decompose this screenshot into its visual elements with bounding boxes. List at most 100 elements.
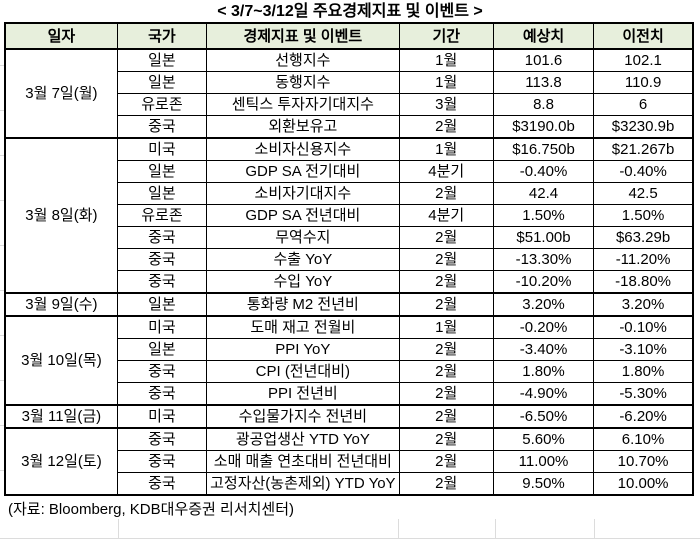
forecast-cell[interactable]: -6.50% bbox=[492, 404, 595, 429]
forecast-cell[interactable]: $16.750b bbox=[492, 137, 595, 161]
period-cell[interactable]: 2월 bbox=[398, 226, 494, 249]
column-header-period[interactable]: 기간 bbox=[398, 22, 494, 50]
period-cell[interactable]: 2월 bbox=[398, 404, 494, 429]
previous-cell[interactable]: 6 bbox=[593, 93, 694, 116]
country-cell[interactable]: 일본 bbox=[116, 182, 208, 205]
forecast-cell[interactable]: 1.50% bbox=[492, 204, 595, 227]
previous-cell[interactable]: 1.50% bbox=[593, 204, 694, 227]
column-header-forecast[interactable]: 예상치 bbox=[492, 22, 595, 50]
country-cell[interactable]: 중국 bbox=[116, 382, 208, 406]
country-cell[interactable]: 중국 bbox=[116, 115, 208, 139]
country-cell[interactable]: 미국 bbox=[116, 137, 208, 161]
forecast-cell[interactable]: 1.80% bbox=[492, 360, 595, 383]
forecast-cell[interactable]: 101.6 bbox=[492, 48, 595, 72]
country-cell[interactable]: 유로존 bbox=[116, 93, 208, 116]
period-cell[interactable]: 2월 bbox=[398, 292, 494, 317]
period-cell[interactable]: 2월 bbox=[398, 248, 494, 271]
country-cell[interactable]: 중국 bbox=[116, 360, 208, 383]
forecast-cell[interactable]: -3.40% bbox=[492, 338, 595, 361]
previous-cell[interactable]: 42.5 bbox=[593, 182, 694, 205]
previous-cell[interactable]: 110.9 bbox=[593, 71, 694, 94]
event-cell[interactable]: 외환보유고 bbox=[206, 115, 400, 139]
forecast-cell[interactable]: 11.00% bbox=[492, 450, 595, 473]
period-cell[interactable]: 4분기 bbox=[398, 204, 494, 227]
forecast-cell[interactable]: -0.20% bbox=[492, 315, 595, 339]
event-cell[interactable]: CPI (전년대비) bbox=[206, 360, 400, 383]
country-cell[interactable]: 중국 bbox=[116, 248, 208, 271]
date-cell[interactable]: 3월 11일(금) bbox=[4, 404, 118, 429]
previous-cell[interactable]: 10.70% bbox=[593, 450, 694, 473]
event-cell[interactable]: PPI YoY bbox=[206, 338, 400, 361]
event-cell[interactable]: GDP SA 전년대비 bbox=[206, 204, 400, 227]
forecast-cell[interactable]: -4.90% bbox=[492, 382, 595, 406]
event-cell[interactable]: PPI 전년비 bbox=[206, 382, 400, 406]
event-cell[interactable]: 소비자기대지수 bbox=[206, 182, 400, 205]
event-cell[interactable]: 수출 YoY bbox=[206, 248, 400, 271]
country-cell[interactable]: 미국 bbox=[116, 315, 208, 339]
period-cell[interactable]: 2월 bbox=[398, 115, 494, 139]
country-cell[interactable]: 중국 bbox=[116, 450, 208, 473]
period-cell[interactable]: 3월 bbox=[398, 93, 494, 116]
country-cell[interactable]: 중국 bbox=[116, 472, 208, 496]
event-cell[interactable]: 센틱스 투자자기대지수 bbox=[206, 93, 400, 116]
period-cell[interactable]: 1월 bbox=[398, 137, 494, 161]
period-cell[interactable]: 2월 bbox=[398, 450, 494, 473]
date-cell[interactable]: 3월 9일(수) bbox=[4, 292, 118, 317]
period-cell[interactable]: 4분기 bbox=[398, 160, 494, 183]
forecast-cell[interactable]: $3190.0b bbox=[492, 115, 595, 139]
event-cell[interactable]: GDP SA 전기대비 bbox=[206, 160, 400, 183]
period-cell[interactable]: 1월 bbox=[398, 48, 494, 72]
period-cell[interactable]: 2월 bbox=[398, 360, 494, 383]
event-cell[interactable]: 소매 매출 연초대비 전년대비 bbox=[206, 450, 400, 473]
country-cell[interactable]: 일본 bbox=[116, 338, 208, 361]
forecast-cell[interactable]: 5.60% bbox=[492, 427, 595, 451]
country-cell[interactable]: 일본 bbox=[116, 292, 208, 317]
date-cell[interactable]: 3월 8일(화) bbox=[4, 137, 118, 294]
forecast-cell[interactable]: 9.50% bbox=[492, 472, 595, 496]
period-cell[interactable]: 2월 bbox=[398, 382, 494, 406]
event-cell[interactable]: 도매 재고 전월비 bbox=[206, 315, 400, 339]
forecast-cell[interactable]: -0.40% bbox=[492, 160, 595, 183]
previous-cell[interactable]: -3.10% bbox=[593, 338, 694, 361]
event-cell[interactable]: 선행지수 bbox=[206, 48, 400, 72]
country-cell[interactable]: 중국 bbox=[116, 226, 208, 249]
period-cell[interactable]: 2월 bbox=[398, 427, 494, 451]
date-cell[interactable]: 3월 10일(목) bbox=[4, 315, 118, 406]
country-cell[interactable]: 유로존 bbox=[116, 204, 208, 227]
previous-cell[interactable]: 1.80% bbox=[593, 360, 694, 383]
event-cell[interactable]: 통화량 M2 전년비 bbox=[206, 292, 400, 317]
date-cell[interactable]: 3월 12일(토) bbox=[4, 427, 118, 496]
column-header-country[interactable]: 국가 bbox=[116, 22, 208, 50]
previous-cell[interactable]: $21.267b bbox=[593, 137, 694, 161]
period-cell[interactable]: 2월 bbox=[398, 338, 494, 361]
event-cell[interactable]: 수입 YoY bbox=[206, 270, 400, 294]
country-cell[interactable]: 중국 bbox=[116, 427, 208, 451]
country-cell[interactable]: 중국 bbox=[116, 270, 208, 294]
period-cell[interactable]: 2월 bbox=[398, 472, 494, 496]
forecast-cell[interactable]: 113.8 bbox=[492, 71, 595, 94]
previous-cell[interactable]: -11.20% bbox=[593, 248, 694, 271]
event-cell[interactable]: 광공업생산 YTD YoY bbox=[206, 427, 400, 451]
previous-cell[interactable]: $3230.9b bbox=[593, 115, 694, 139]
event-cell[interactable]: 동행지수 bbox=[206, 71, 400, 94]
previous-cell[interactable]: -5.30% bbox=[593, 382, 694, 406]
country-cell[interactable]: 일본 bbox=[116, 160, 208, 183]
previous-cell[interactable]: -18.80% bbox=[593, 270, 694, 294]
previous-cell[interactable]: 6.10% bbox=[593, 427, 694, 451]
date-cell[interactable]: 3월 7일(월) bbox=[4, 48, 118, 139]
previous-cell[interactable]: $63.29b bbox=[593, 226, 694, 249]
country-cell[interactable]: 미국 bbox=[116, 404, 208, 429]
column-header-date[interactable]: 일자 bbox=[4, 22, 118, 50]
event-cell[interactable]: 수입물가지수 전년비 bbox=[206, 404, 400, 429]
event-cell[interactable]: 무역수지 bbox=[206, 226, 400, 249]
country-cell[interactable]: 일본 bbox=[116, 48, 208, 72]
previous-cell[interactable]: -6.20% bbox=[593, 404, 694, 429]
previous-cell[interactable]: -0.10% bbox=[593, 315, 694, 339]
event-cell[interactable]: 고정자산(농촌제외) YTD YoY bbox=[206, 472, 400, 496]
forecast-cell[interactable]: 42.4 bbox=[492, 182, 595, 205]
forecast-cell[interactable]: 3.20% bbox=[492, 292, 595, 317]
period-cell[interactable]: 2월 bbox=[398, 270, 494, 294]
country-cell[interactable]: 일본 bbox=[116, 71, 208, 94]
period-cell[interactable]: 1월 bbox=[398, 315, 494, 339]
forecast-cell[interactable]: $51.00b bbox=[492, 226, 595, 249]
